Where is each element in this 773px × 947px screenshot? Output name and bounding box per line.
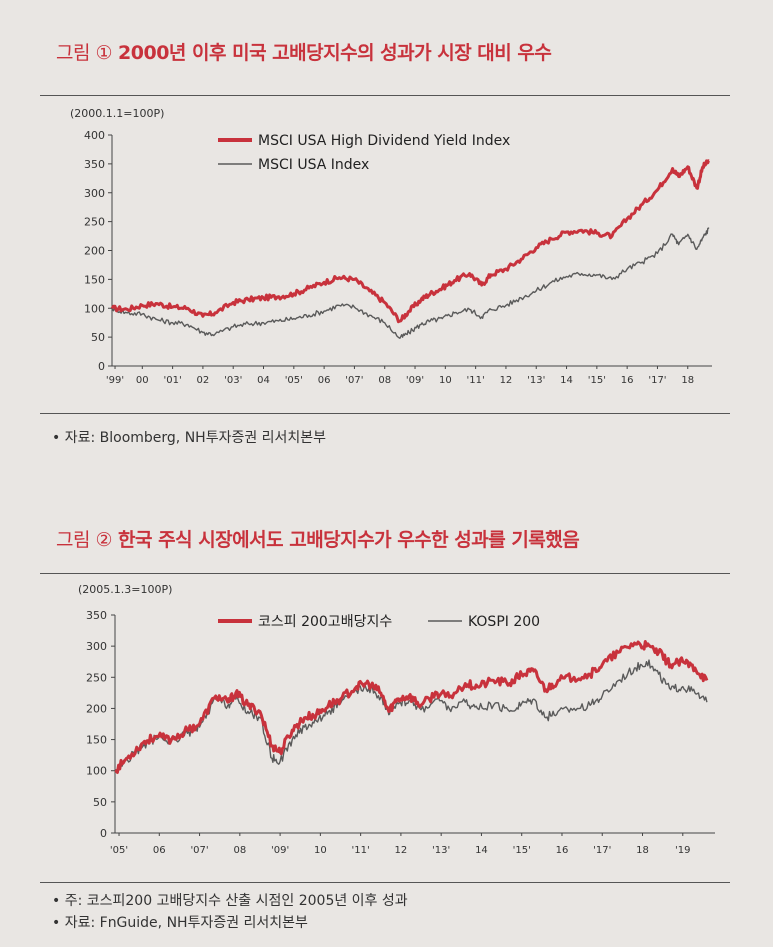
series-line-1	[111, 227, 710, 339]
x-tick-label: '17'	[593, 845, 611, 856]
y-tick-label: 350	[86, 609, 107, 622]
y-tick-label: 100	[84, 302, 105, 315]
figure1-title: 그림 ① 2000년 이후 미국 고배당지수의 성과가 시장 대비 우수	[56, 38, 552, 65]
x-tick-label: '13'	[432, 845, 450, 856]
y-tick-label: 250	[86, 671, 107, 684]
y-tick-label: 50	[93, 796, 107, 809]
x-tick-label: 12	[500, 375, 513, 386]
x-tick-label: 04	[257, 375, 270, 386]
figure1-rule	[40, 95, 730, 96]
x-tick-label: '15'	[513, 845, 531, 856]
figure2-note-1: • 주: 코스피200 고배당지수 산출 시점인 2005년 이후 성과	[52, 893, 408, 909]
y-tick-label: 0	[100, 827, 107, 840]
x-tick-label: '05'	[110, 845, 128, 856]
y-tick-label: 100	[86, 765, 107, 778]
x-tick-label: 02	[197, 375, 210, 386]
y-tick-label: 50	[91, 331, 105, 344]
chart1: 0 50 100 150 200 250 300 350 400 '99' 00 '01' 02 '03'…	[84, 129, 712, 386]
y-tick-label: 300	[86, 640, 107, 653]
x-tick-label: 06	[153, 845, 166, 856]
y-tick-label: 400	[84, 129, 105, 142]
y-tick-label: 0	[98, 360, 105, 373]
y-tick-label: 200	[84, 245, 105, 258]
x-tick-label: '99'	[106, 375, 124, 386]
figure1-bottom-rule	[40, 413, 730, 414]
figure2-note-2: • 자료: FnGuide, NH투자증권 리서치본부	[52, 915, 308, 931]
figure2-bottom-rule	[40, 882, 730, 883]
y-tick-label: 350	[84, 158, 105, 171]
x-tick-label: 10	[439, 375, 452, 386]
x-tick-label: '17'	[648, 375, 666, 386]
x-tick-label: '09'	[271, 845, 289, 856]
x-tick-label: '07'	[190, 845, 208, 856]
y-tick-label: 150	[84, 273, 105, 286]
chart2: 0 50 100 150 200 250 300 350 '05' 06 '07' 08 '09' 10 '…	[86, 609, 715, 856]
x-tick-label: 18	[681, 375, 694, 386]
figure2-title: 그림 ② 한국 주식 시장에서도 고배당지수가 우수한 성과를 기록했음	[56, 525, 580, 552]
figure2-rule	[40, 573, 730, 574]
x-tick-label: 14	[475, 845, 488, 856]
x-tick-label: 06	[318, 375, 331, 386]
x-tick-label: '11'	[467, 375, 485, 386]
x-tick-label: '01'	[163, 375, 181, 386]
x-tick-label: 08	[233, 845, 246, 856]
figure2-title-text: 한국 주식 시장에서도 고배당지수가 우수한 성과를 기록했음	[118, 529, 580, 551]
x-tick-label: 16	[556, 845, 569, 856]
figure2-unit: (2005.1.3=100P)	[78, 583, 173, 596]
y-tick-label: 250	[84, 216, 105, 229]
x-tick-label: '09'	[406, 375, 424, 386]
legend-label-0: 코스피 200고배당지수	[258, 614, 392, 630]
legend-label-1: MSCI USA Index	[258, 157, 369, 173]
x-tick-label: 18	[636, 845, 649, 856]
x-tick-label: '03'	[224, 375, 242, 386]
figure1-label: 그림 ①	[56, 42, 113, 64]
series-line-0	[110, 159, 710, 324]
x-tick-label: '15'	[588, 375, 606, 386]
x-tick-label: 12	[395, 845, 408, 856]
x-tick-label: '07'	[345, 375, 363, 386]
x-tick-label: 10	[314, 845, 327, 856]
figure1-notes: • 자료: Bloomberg, NH투자증권 리서치본부	[52, 427, 326, 449]
y-tick-label: 300	[84, 187, 105, 200]
figure2-notes: • 주: 코스피200 고배당지수 산출 시점인 2005년 이후 성과 • 자…	[52, 890, 408, 934]
figure1-title-text: 2000년 이후 미국 고배당지수의 성과가 시장 대비 우수	[118, 42, 552, 64]
figure1-unit: (2000.1.1=100P)	[70, 107, 165, 120]
figure2-label: 그림 ②	[56, 529, 113, 551]
legend-label-0: MSCI USA High Dividend Yield Index	[258, 133, 510, 149]
x-tick-label: '11'	[352, 845, 370, 856]
x-tick-label: 00	[136, 375, 149, 386]
x-tick-label: '05'	[285, 375, 303, 386]
figure1-note: • 자료: Bloomberg, NH투자증권 리서치본부	[52, 430, 327, 446]
y-tick-label: 150	[86, 734, 107, 747]
x-tick-label: 08	[378, 375, 391, 386]
x-tick-label: 14	[560, 375, 573, 386]
x-tick-label: '19	[675, 845, 690, 856]
y-tick-label: 200	[86, 702, 107, 715]
series-line-0	[114, 640, 709, 774]
x-tick-label: '13'	[527, 375, 545, 386]
x-tick-label: 16	[621, 375, 634, 386]
legend-label-1: KOSPI 200	[468, 614, 540, 630]
